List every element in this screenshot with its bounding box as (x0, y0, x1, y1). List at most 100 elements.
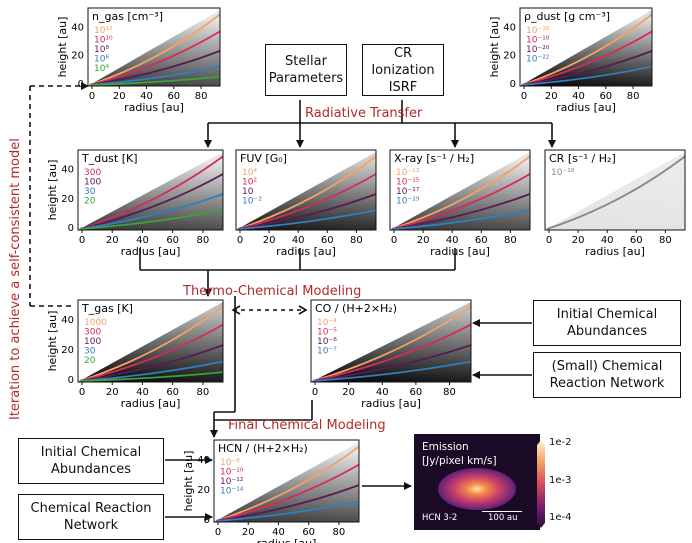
y-axis-label: height [au] (46, 311, 59, 372)
x-tick-label: 20 (242, 527, 255, 538)
x-tick-label: 40 (292, 235, 305, 246)
x-tick-label: 80 (659, 235, 672, 246)
colorbar (537, 440, 545, 528)
x-tick-label: 40 (272, 527, 285, 538)
panel-title: X-ray [s⁻¹ / H₂] (394, 152, 474, 165)
cr-ionization-box: CR Ionization ISRF (362, 44, 444, 96)
contour-line (89, 13, 221, 86)
legend-entry: 10⁻¹⁴ (220, 487, 244, 497)
y-tick-label: 0 (510, 79, 516, 90)
disk-wedge (78, 152, 223, 230)
plot-frame (519, 7, 653, 87)
legend-entry: 10⁴ (94, 64, 109, 74)
contour-line (79, 193, 224, 230)
y-axis-label: height [au] (182, 451, 195, 512)
legend-entry: 300 (84, 168, 101, 178)
plot-frame (389, 149, 531, 231)
x-axis-label: radius [au] (124, 101, 184, 114)
legend-entry: 10⁻⁷ (317, 347, 337, 357)
emission-blob (438, 468, 516, 510)
disk-wedge (214, 442, 359, 522)
x-tick-label: 40 (572, 91, 585, 102)
legend-entry: 10 (242, 187, 254, 197)
plot-frame (310, 299, 472, 383)
panel-title: FUV [G₀] (240, 152, 287, 165)
x-axis-label: radius [au] (556, 101, 616, 114)
panel-title: T_dust [K] (81, 152, 138, 165)
legend-entry: 10⁻⁶ (317, 337, 337, 347)
contour-line (79, 323, 224, 382)
legend-entry: 10⁻²² (526, 55, 550, 65)
contour-line (521, 30, 653, 86)
x-tick-label: 80 (350, 235, 363, 246)
legend-entry: 300 (84, 328, 101, 338)
y-tick-label: 40 (61, 315, 74, 326)
emission-map: Emission [Jy/pixel km/s] HCN 3-2 100 au (414, 434, 540, 530)
x-tick-label: 0 (312, 387, 318, 398)
colorbar-tick: 1e-2 (549, 437, 572, 448)
x-tick-label: 0 (521, 91, 527, 102)
x-tick-label: 20 (106, 387, 119, 398)
contour-line (521, 13, 653, 86)
initial-abundances-box-left: Initial Chemical Abundances (18, 438, 164, 484)
legend-entry: 10¹⁰ (94, 36, 113, 46)
contour-line (215, 445, 360, 522)
contour-line (521, 50, 653, 86)
contour-line (215, 500, 360, 522)
legend-entry: 10⁻¹⁸ (551, 168, 575, 178)
legend-entry: 30 (84, 187, 96, 197)
panel-title: HCN / (H+2×H₂) (218, 442, 308, 455)
x-axis-label: radius [au] (585, 245, 645, 258)
contour-line (237, 173, 377, 230)
x-tick-label: 80 (195, 91, 208, 102)
iteration-label: Iteration to achieve a self-consistent m… (8, 138, 23, 420)
contour-line (79, 360, 224, 382)
panel-title: n_gas [cm⁻³] (92, 10, 163, 23)
legend-entry: 10⁸ (94, 45, 109, 55)
legend-entry: 30 (84, 347, 96, 357)
panel-title: CR [s⁻¹ / H₂] (549, 152, 616, 165)
x-tick-label: 60 (302, 527, 315, 538)
y-tick-label: 20 (503, 51, 516, 62)
contour-line (237, 155, 377, 230)
contour-line (79, 344, 224, 382)
y-tick-label: 20 (61, 194, 74, 205)
x-tick-label: 80 (627, 91, 640, 102)
x-tick-label: 40 (136, 235, 149, 246)
x-tick-label: 60 (166, 387, 179, 398)
y-tick-label: 20 (197, 485, 210, 496)
contour-line (89, 75, 221, 86)
x-tick-label: 80 (504, 235, 517, 246)
legend-entry: 10⁻⁵ (317, 328, 337, 338)
x-tick-label: 20 (545, 91, 558, 102)
contour-line (391, 193, 531, 230)
plot-frame (77, 149, 224, 231)
panel-cr: CR [s⁻¹ / H₂] 10⁻¹⁸ 0 20 40 60 80 radius [au] (544, 149, 686, 258)
x-tick-label: 0 (391, 235, 397, 246)
x-tick-label: 60 (166, 235, 179, 246)
x-tick-label: 0 (79, 387, 85, 398)
contour-line (79, 173, 224, 230)
colorbar-tick: 1e-4 (549, 512, 572, 523)
x-tick-label: 0 (237, 235, 243, 246)
colorbar-tick: 1e-3 (549, 475, 572, 486)
x-tick-label: 40 (140, 91, 153, 102)
x-tick-label: 40 (376, 387, 389, 398)
y-tick-label: 20 (61, 345, 74, 356)
disk-wedge (390, 152, 530, 230)
scale-bar (482, 510, 522, 512)
x-tick-label: 40 (446, 235, 459, 246)
legend-entry: 1000 (84, 318, 107, 328)
legend-entry: 10⁻⁴ (317, 318, 337, 328)
contour-line (312, 323, 472, 382)
connector-lines (139, 100, 556, 521)
contour-line (521, 65, 653, 86)
contour-line (89, 50, 221, 86)
legend-entry: 10⁻⁸ (220, 458, 240, 468)
contour-line (79, 155, 224, 230)
